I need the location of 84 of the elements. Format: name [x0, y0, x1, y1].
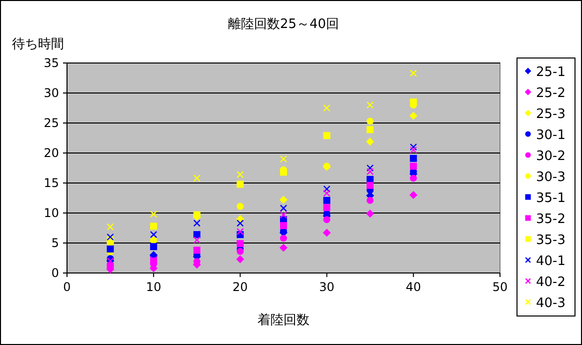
x-tick-label: 10: [146, 280, 162, 294]
point: [410, 70, 417, 77]
point: [280, 234, 287, 242]
chart-title: 離陸回数25～40回: [228, 17, 340, 32]
point: [366, 196, 374, 204]
legend-label: 30-3: [536, 170, 566, 185]
y-tick-label: 20: [44, 146, 59, 160]
point: [193, 174, 200, 182]
point: [193, 246, 200, 254]
point: [236, 215, 244, 223]
point: [193, 236, 200, 244]
point: [366, 164, 374, 172]
point: [106, 233, 114, 241]
point: [410, 154, 417, 162]
point: [150, 210, 158, 218]
point: [150, 222, 158, 230]
y-tick-label: 35: [44, 56, 59, 70]
legend-label: 35-3: [536, 233, 566, 248]
point: [280, 211, 288, 218]
point: [150, 231, 158, 238]
x-tick-label: 20: [232, 280, 248, 294]
y-tick-label: 15: [44, 176, 59, 190]
point: [410, 146, 417, 154]
point: [323, 132, 330, 140]
legend-label: 35-2: [536, 212, 566, 227]
point: [323, 196, 330, 204]
point: [410, 174, 417, 182]
point: [366, 101, 374, 109]
point: [236, 255, 244, 264]
y-tick-label: 25: [44, 116, 59, 130]
point: [280, 222, 287, 230]
point: [323, 185, 330, 193]
legend-label: 40-2: [536, 275, 566, 290]
legend-label: 30-1: [536, 128, 566, 143]
point: [193, 220, 200, 227]
point: [323, 204, 330, 212]
point: [409, 112, 418, 120]
point: [409, 191, 418, 199]
point: [366, 138, 374, 146]
point: [236, 171, 244, 178]
point: [366, 126, 374, 134]
x-tick-label: 50: [492, 280, 508, 294]
point: [410, 98, 417, 106]
y-tick-label: 10: [44, 206, 59, 220]
point: [150, 243, 158, 250]
point: [366, 168, 374, 176]
point: [323, 190, 330, 197]
point: [323, 216, 330, 224]
legend-label: 25-3: [536, 107, 566, 122]
point: [236, 202, 244, 210]
legend-label: 25-1: [536, 65, 566, 80]
point: [410, 143, 417, 151]
point: [236, 240, 244, 248]
point: [236, 220, 244, 227]
point: [236, 180, 244, 188]
point: [280, 196, 288, 204]
x-axis-title: 着陸回数: [258, 312, 310, 328]
point: [106, 246, 114, 252]
y-tick-label: 30: [44, 86, 59, 100]
point: [236, 228, 244, 236]
x-tick-label: 0: [63, 280, 71, 294]
y-tick-label: 5: [51, 236, 59, 250]
point: [280, 244, 288, 252]
point: [193, 231, 200, 238]
point: [236, 248, 244, 255]
point: [323, 104, 330, 112]
legend-label: 30-2: [536, 149, 566, 164]
point: [366, 210, 374, 218]
legend-label: 35-1: [536, 191, 566, 206]
y-axis-title: 待ち時間: [12, 37, 64, 52]
y-tick-label: 0: [51, 266, 59, 280]
legend-label: 40-3: [536, 296, 566, 311]
point: [366, 182, 374, 189]
legend-label: 25-2: [536, 86, 566, 101]
point: [280, 168, 287, 176]
point: [322, 228, 331, 237]
point: [106, 223, 114, 230]
x-tick-label: 40: [406, 280, 422, 294]
point: [366, 118, 374, 125]
point: [280, 155, 288, 163]
point: [410, 162, 417, 170]
legend-label: 40-1: [536, 254, 566, 269]
x-tick-label: 30: [319, 280, 334, 294]
point: [280, 204, 288, 212]
